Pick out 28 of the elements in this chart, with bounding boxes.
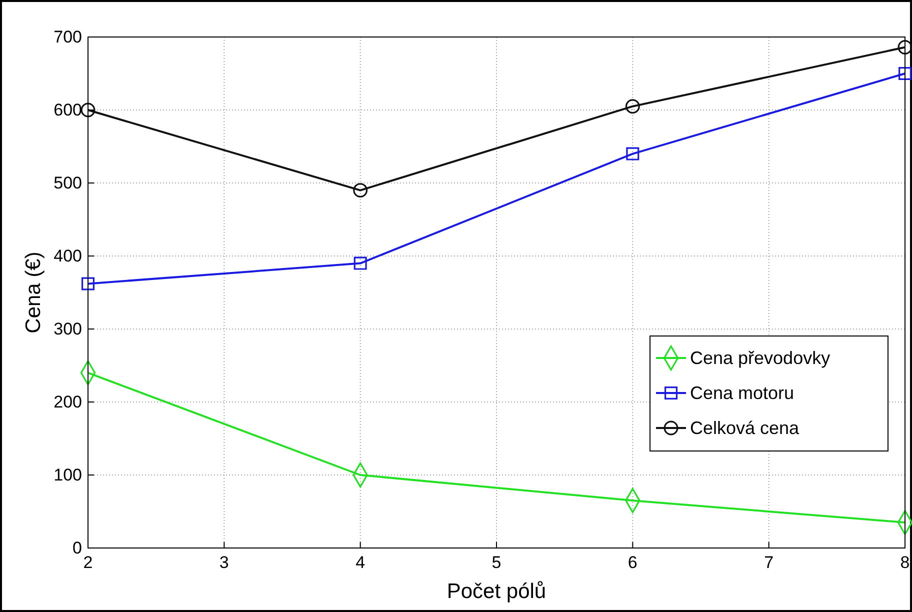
x-axis-title: Počet pólů xyxy=(446,580,546,603)
y-tick-label: 300 xyxy=(54,319,82,338)
y-tick-label: 0 xyxy=(72,538,82,558)
x-tick-label: 3 xyxy=(219,553,229,572)
x-tick-label: 6 xyxy=(628,553,638,572)
point xyxy=(354,256,367,270)
y-axis-title: Cena (€) xyxy=(22,252,45,334)
y-tick-label: 600 xyxy=(54,100,82,120)
point xyxy=(898,40,912,54)
y-tick-label: 400 xyxy=(54,246,82,266)
point xyxy=(626,147,640,160)
point xyxy=(82,277,94,290)
y-tick-label: 500 xyxy=(54,173,82,192)
x-tick-label: 2 xyxy=(83,553,93,572)
legend-label: Cena převodovky xyxy=(690,348,830,368)
x-tick-label: 8 xyxy=(900,553,910,572)
point xyxy=(625,99,640,114)
x-tick-label: 5 xyxy=(492,553,502,572)
x-tick-label: 7 xyxy=(764,553,774,572)
point xyxy=(898,67,912,80)
point xyxy=(353,183,368,198)
x-tick-label: 4 xyxy=(356,553,366,572)
legend-label: Cena motoru xyxy=(690,383,794,403)
y-tick-label: 100 xyxy=(54,465,82,484)
legend-label: Celková cena xyxy=(690,418,800,438)
y-tick-label: 200 xyxy=(54,392,82,412)
point xyxy=(80,102,96,118)
y-tick-label: 700 xyxy=(54,27,82,46)
